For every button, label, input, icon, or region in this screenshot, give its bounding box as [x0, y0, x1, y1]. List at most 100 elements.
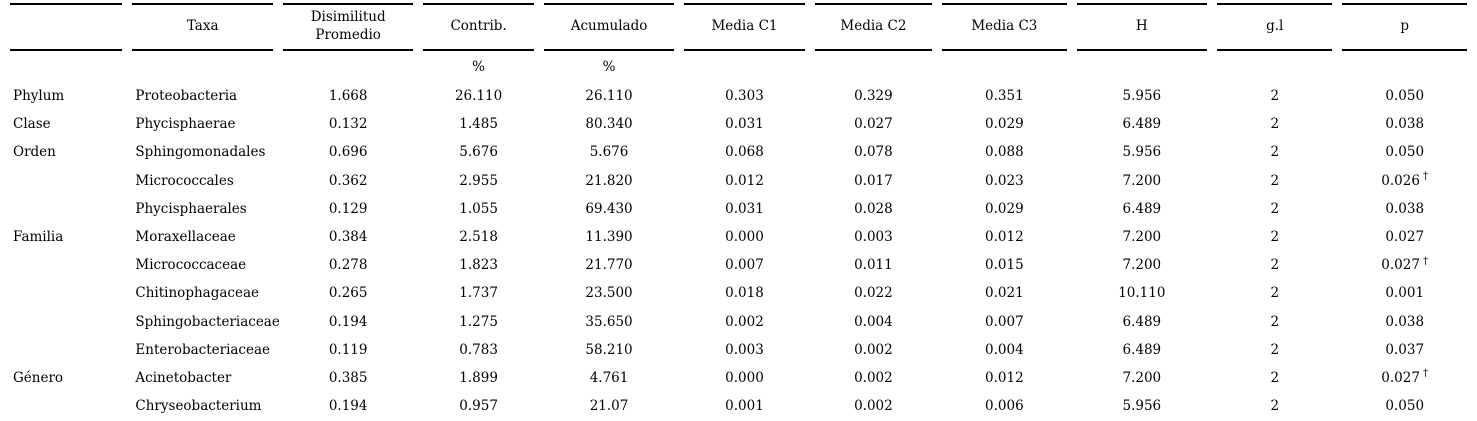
contrib-cell: 2.518: [459, 229, 498, 246]
table-row: Clase Phycisphaerae 0.132 1.485 80.340 0…: [10, 110, 1467, 138]
table-row: Phycisphaerales 0.129 1.055 69.430 0.031…: [10, 195, 1467, 223]
contrib-cell: 1.899: [459, 369, 498, 386]
media-c3-cell: 0.021: [985, 285, 1024, 302]
acumulado-cell: 21.770: [585, 257, 633, 274]
media-c1-cell: 0.012: [725, 172, 764, 189]
table-row: Género Acinetobacter 0.385 1.899 4.761 0…: [10, 364, 1467, 392]
media-c2-cell: 0.017: [854, 172, 893, 189]
taxon-rank-cell: [10, 251, 122, 279]
media-c1-cell: 0.018: [725, 285, 764, 302]
header-h: H: [1076, 3, 1208, 51]
media-c2-cell: 0.329: [854, 88, 893, 105]
p-value-cell: 0.050: [1342, 392, 1467, 420]
header-row: Taxa Disimilitud Promedio Contrib. Acumu…: [10, 3, 1467, 51]
p-value: 0.050: [1385, 398, 1425, 415]
media-c2-cell: 0.078: [854, 144, 893, 161]
gl-cell: 2: [1270, 369, 1280, 386]
p-value: 0.027: [1385, 229, 1425, 246]
p-value-cell: 0.050: [1342, 82, 1467, 110]
contrib-cell: 1.823: [459, 257, 498, 274]
p-value: 0.038: [1385, 313, 1425, 330]
gl-cell: 2: [1270, 257, 1280, 274]
p-value: 0.038: [1385, 200, 1425, 217]
disimilitud-cell: 0.278: [328, 257, 368, 274]
gl-cell: 2: [1270, 88, 1280, 105]
p-value: 0.026: [1381, 172, 1420, 189]
media-c1-cell: 0.000: [725, 229, 764, 246]
p-value-cell: 0.027: [1342, 223, 1467, 251]
p-value-cell: 0.027 †: [1342, 364, 1467, 392]
media-c1-cell: 0.031: [725, 200, 764, 217]
p-value-cell: 0.050: [1342, 138, 1467, 166]
contrib-cell: 26.110: [454, 88, 503, 105]
p-value: 0.001: [1385, 285, 1425, 302]
h-statistic-cell: 6.489: [1122, 341, 1162, 358]
gl-cell: 2: [1270, 398, 1280, 415]
h-statistic-cell: 5.956: [1122, 398, 1162, 415]
taxa-cell: Chryseobacterium: [135, 398, 262, 415]
p-value: 0.038: [1385, 116, 1425, 133]
acumulado-cell: 11.390: [585, 229, 633, 246]
media-c1-cell: 0.001: [725, 398, 764, 415]
disimilitud-cell: 0.132: [328, 116, 368, 133]
taxon-rank-cell: Phylum: [13, 88, 65, 105]
taxon-rank-cell: [10, 336, 122, 364]
units-row: % %: [10, 51, 1467, 82]
media-c3-cell: 0.029: [985, 200, 1024, 217]
h-statistic-cell: 7.200: [1122, 229, 1162, 246]
media-c2-cell: 0.022: [854, 285, 893, 302]
taxa-cell: Micrococcales: [135, 172, 234, 189]
taxa-cell: Proteobacteria: [135, 88, 238, 105]
h-statistic-cell: 7.200: [1122, 257, 1162, 274]
disimilitud-cell: 0.194: [328, 313, 368, 330]
acumulado-cell: 21.07: [589, 398, 629, 415]
p-value-cell: 0.037: [1342, 336, 1467, 364]
table-row: Chryseobacterium 0.194 0.957 21.07 0.001…: [10, 392, 1467, 420]
h-statistic-cell: 6.489: [1122, 116, 1162, 133]
p-value-cell: 0.038: [1342, 110, 1467, 138]
acumulado-cell: 23.500: [585, 285, 633, 302]
p-value-cell: 0.027 †: [1342, 251, 1467, 279]
taxon-rank-cell: [10, 167, 122, 195]
taxon-rank-cell: Género: [13, 369, 64, 386]
acumulado-cell: 26.110: [585, 88, 633, 105]
acumulado-cell: 5.676: [589, 144, 629, 161]
h-statistic-cell: 5.956: [1122, 144, 1162, 161]
taxa-cell: Sphingobacteriaceae: [135, 313, 280, 330]
header-media-c2: Media C2: [814, 3, 933, 51]
gl-cell: 2: [1270, 116, 1280, 133]
media-c3-cell: 0.088: [985, 144, 1024, 161]
table-row: Enterobacteriaceae 0.119 0.783 58.210 0.…: [10, 336, 1467, 364]
taxon-rank-cell: Clase: [13, 116, 51, 133]
acumulado-percent-label: %: [602, 58, 616, 75]
table-row: Orden Sphingomonadales 0.696 5.676 5.676…: [10, 138, 1467, 166]
media-c1-cell: 0.303: [725, 88, 764, 105]
media-c1-cell: 0.003: [725, 341, 764, 358]
header-gl: g.l: [1217, 3, 1333, 51]
taxon-rank-cell: [10, 392, 122, 420]
acumulado-cell: 69.430: [585, 200, 633, 217]
media-c3-cell: 0.015: [985, 257, 1024, 274]
disimilitud-cell: 1.668: [328, 88, 368, 105]
gl-cell: 2: [1270, 200, 1280, 217]
header-media-c3: Media C3: [942, 3, 1067, 51]
h-statistic-cell: 6.489: [1122, 313, 1162, 330]
contrib-cell: 1.485: [459, 116, 498, 133]
taxon-rank-cell: Familia: [13, 229, 64, 246]
taxon-rank-cell: Orden: [13, 144, 56, 161]
contrib-cell: 1.055: [459, 200, 498, 217]
taxa-cell: Sphingomonadales: [135, 144, 266, 161]
media-c2-cell: 0.004: [854, 313, 893, 330]
p-value: 0.037: [1385, 341, 1425, 358]
table-body: Phylum Proteobacteria 1.668 26.110 26.11…: [10, 82, 1467, 421]
h-statistic-cell: 10.110: [1118, 285, 1166, 302]
table-row: Chitinophagaceae 0.265 1.737 23.500 0.01…: [10, 279, 1467, 307]
table-row: Micrococcales 0.362 2.955 21.820 0.012 0…: [10, 167, 1467, 195]
media-c2-cell: 0.002: [854, 369, 893, 386]
acumulado-cell: 35.650: [585, 313, 633, 330]
taxa-cell: Acinetobacter: [135, 369, 232, 386]
media-c1-cell: 0.007: [725, 257, 764, 274]
h-statistic-cell: 6.489: [1122, 200, 1162, 217]
dagger-mark: †: [1422, 367, 1429, 380]
